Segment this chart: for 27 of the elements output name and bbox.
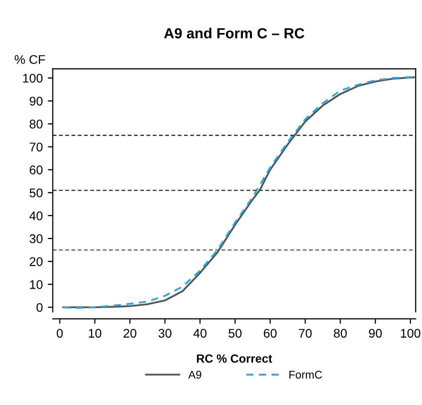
legend-label: A9 [188,370,202,379]
y-tick-label: 30 [30,234,43,244]
x-tick-label: 30 [158,328,172,338]
y-axis-title: % CF [14,55,45,64]
y-tick-label: 20 [30,257,43,266]
x-tick-label: 50 [228,328,242,338]
x-tick-label: 10 [88,328,102,338]
y-tick-label: 10 [30,280,43,289]
y-tick-label: 50 [30,188,43,198]
y-tick-label: 70 [30,142,43,152]
y-tick-label: 100 [23,74,43,83]
y-tick-label: 60 [30,166,43,174]
chart-title: A9 and Form C – RC [164,28,304,38]
legend-label: FormC [289,370,322,379]
x-tick-label: 0 [56,328,63,338]
x-tick-label: 60 [264,328,277,338]
y-tick-label: 90 [30,96,43,106]
y-tick-label: 80 [30,120,43,129]
x-tick-label: 80 [334,328,347,338]
x-tick-label: 90 [368,328,382,338]
x-tick-label: 100 [400,328,420,338]
x-tick-label: 20 [124,328,136,338]
y-tick-label: 0 [36,303,43,312]
x-tick-label: 70 [298,328,312,338]
y-tick-label: 40 [29,211,43,220]
x-axis-title: RC % Correct [196,354,272,363]
x-tick-label: 40 [193,328,206,338]
